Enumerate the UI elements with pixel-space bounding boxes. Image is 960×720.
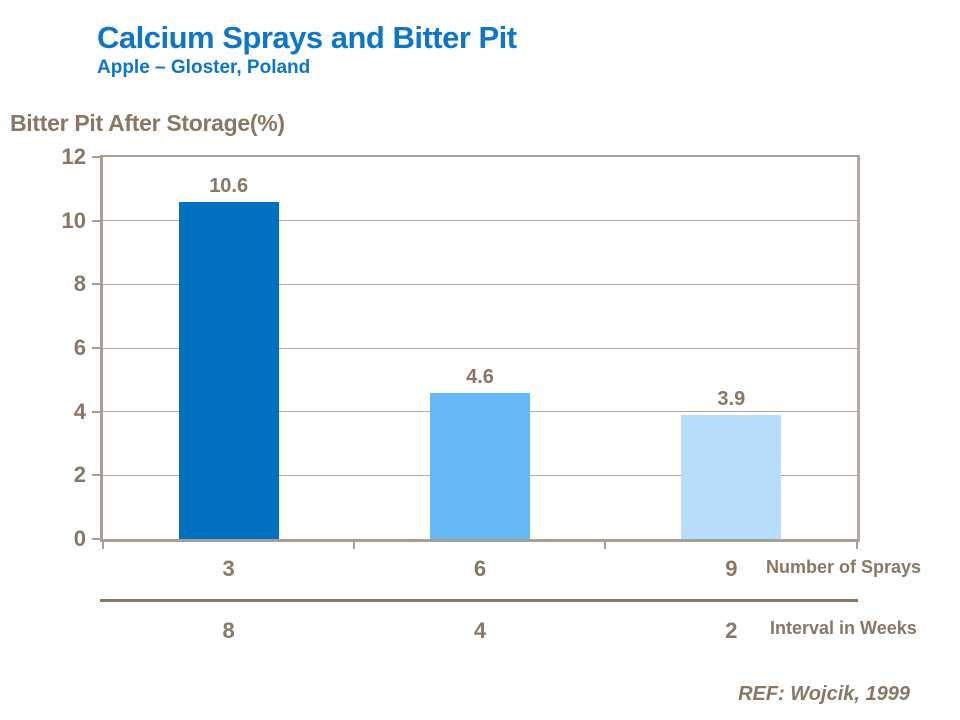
y-tick xyxy=(92,347,100,349)
gridline xyxy=(103,220,857,222)
y-tick xyxy=(92,156,100,158)
reference-text: REF: Wojcik, 1999 xyxy=(738,683,910,705)
bar xyxy=(178,201,279,539)
y-tick-label: 8 xyxy=(73,271,86,297)
x-category-label: 9 xyxy=(725,556,738,581)
x-axis-separator-line xyxy=(100,599,858,602)
x-axis-unit-label-weeks: Interval in Weeks xyxy=(770,618,917,638)
x-category-label: 3 xyxy=(222,556,235,581)
bar-value-label: 10.6 xyxy=(209,174,249,197)
y-tick xyxy=(92,410,100,413)
y-tick xyxy=(92,474,100,477)
bar xyxy=(430,392,530,539)
x-category-label: 8 xyxy=(222,618,235,643)
bar-value-label: 4.6 xyxy=(466,365,494,388)
x-tick-marks xyxy=(100,542,860,549)
x-axis-unit-label-sprays: Number of Sprays xyxy=(766,557,922,577)
x-category-label: 4 xyxy=(473,618,487,643)
x-category-label: 6 xyxy=(473,556,487,581)
y-tick-marks xyxy=(92,155,100,542)
x-tick xyxy=(352,542,355,549)
y-tick-label: 6 xyxy=(73,335,86,360)
y-tick xyxy=(92,219,100,222)
x-row-sprays: 3 6 9 xyxy=(103,556,857,582)
bar-value-label: 3.9 xyxy=(717,387,746,410)
chart-title: Calcium Sprays and Bitter Pit xyxy=(97,20,517,55)
y-tick-label: 0 xyxy=(73,526,86,551)
y-tick-label: 10 xyxy=(61,207,86,233)
y-tick xyxy=(92,283,100,286)
x-row-weeks: 8 4 2 xyxy=(103,618,857,644)
y-tick-label: 4 xyxy=(73,398,86,424)
y-tick-label: 2 xyxy=(73,462,86,488)
plot-area: 10.6 4.6 3.9 xyxy=(100,155,860,542)
y-axis-title: Bitter Pit After Storage(%) xyxy=(10,110,285,136)
bar xyxy=(681,414,782,539)
chart-subtitle: Apple – Gloster, Poland xyxy=(97,57,311,78)
x-category-label: 2 xyxy=(725,618,738,643)
gridline xyxy=(103,283,857,285)
y-axis-labels: 0 2 4 6 8 10 12 xyxy=(0,145,86,551)
gridline xyxy=(103,347,857,349)
x-tick xyxy=(101,542,104,549)
x-tick xyxy=(604,542,607,549)
y-tick xyxy=(92,538,100,540)
y-tick-label: 12 xyxy=(61,144,86,169)
x-tick xyxy=(855,542,858,549)
